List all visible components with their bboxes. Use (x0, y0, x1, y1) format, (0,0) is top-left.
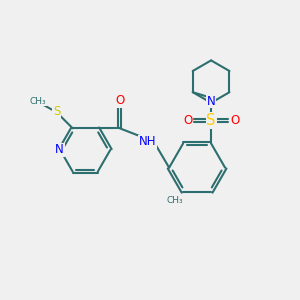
Text: O: O (230, 114, 239, 127)
Text: S: S (206, 113, 216, 128)
Text: NH: NH (139, 135, 156, 148)
Text: O: O (115, 94, 124, 107)
Text: S: S (53, 105, 60, 118)
Text: CH₃: CH₃ (30, 97, 46, 106)
Text: N: N (207, 95, 215, 108)
Text: O: O (183, 114, 192, 127)
Text: CH₃: CH₃ (167, 196, 183, 205)
Text: N: N (55, 143, 64, 157)
